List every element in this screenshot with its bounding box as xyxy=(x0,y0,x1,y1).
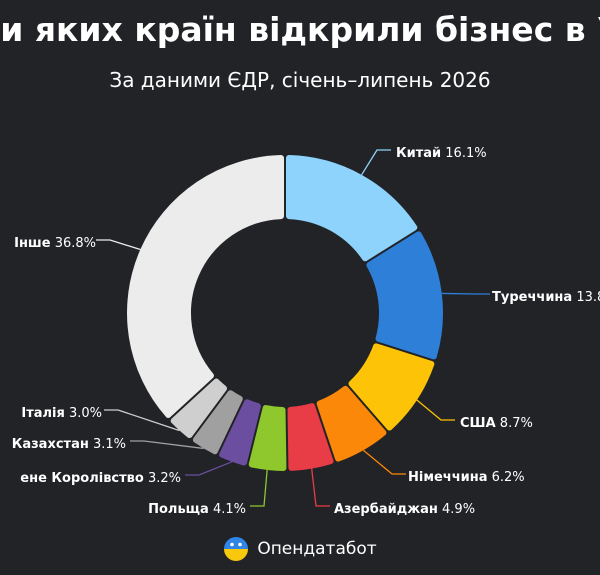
leader-line-0 xyxy=(361,149,391,176)
leader-line-4 xyxy=(311,468,330,507)
leader-line-5 xyxy=(250,469,268,507)
slice-7 xyxy=(192,390,243,455)
leader-line-9 xyxy=(96,239,141,251)
slice-label-6: ене Королівство 3.2% xyxy=(20,471,181,486)
slice-label-name: Польща xyxy=(148,502,209,517)
slice-3 xyxy=(316,385,387,462)
slice-label-8: Італія 3.0% xyxy=(21,406,102,421)
slice-8 xyxy=(170,378,228,439)
slice-label-4: Азербайджан 4.9% xyxy=(334,502,475,517)
slice-5 xyxy=(248,405,287,471)
slice-label-0: Китай 16.1% xyxy=(396,146,487,161)
leader-line-6 xyxy=(185,461,233,476)
slice-label-value: 3.2% xyxy=(144,471,181,486)
slice-label-name: Італія xyxy=(21,406,64,421)
slice-label-1: Туреччина 13.8% xyxy=(492,290,600,305)
slice-label-value: 3.0% xyxy=(65,406,102,421)
leader-line-7 xyxy=(130,440,204,450)
slice-1 xyxy=(366,231,443,360)
slice-label-value: 8.7% xyxy=(496,416,533,431)
slice-label-name: Інше xyxy=(14,236,51,251)
slice-label-value: 13.8% xyxy=(572,290,600,305)
slice-label-name: США xyxy=(460,416,496,431)
slice-label-3: Німеччина 6.2% xyxy=(408,470,525,485)
slice-label-value: 3.1% xyxy=(89,437,126,452)
slice-label-name: Азербайджан xyxy=(334,502,438,517)
leader-line-1 xyxy=(441,292,490,295)
slice-label-7: Казахстан 3.1% xyxy=(12,437,126,452)
slice-label-value: 16.1% xyxy=(441,146,486,161)
slice-label-value: 4.9% xyxy=(438,502,475,517)
chart-title: ни яких країн відкрили бізнес в У xyxy=(0,10,600,49)
footer: Опендатабот xyxy=(0,536,600,562)
slice-label-value: 6.2% xyxy=(488,470,525,485)
leader-line-8 xyxy=(104,409,180,432)
slice-label-name: Китай xyxy=(396,146,441,161)
slice-2 xyxy=(348,343,435,431)
slice-label-name: Німеччина xyxy=(408,470,488,485)
slice-label-9: Інше 36.8% xyxy=(14,236,96,251)
slice-label-name: Туреччина xyxy=(492,290,572,305)
brand-name: Опендатабот xyxy=(257,539,377,559)
slice-label-name: ене Королівство xyxy=(20,471,144,486)
opendatabot-logo-icon xyxy=(224,537,249,561)
slice-0 xyxy=(285,155,418,262)
slice-label-value: 4.1% xyxy=(209,502,246,517)
leader-line-3 xyxy=(362,449,406,475)
leader-line-2 xyxy=(416,399,455,421)
slice-label-2: США 8.7% xyxy=(460,416,533,431)
slice-label-name: Казахстан xyxy=(12,437,89,452)
slice-label-value: 36.8% xyxy=(51,236,96,251)
slice-9 xyxy=(127,155,285,418)
slice-6 xyxy=(219,399,261,466)
slice-label-5: Польща 4.1% xyxy=(148,502,246,517)
slice-4 xyxy=(287,403,334,471)
chart-subtitle: За даними ЄДР, січень–липень 2026 xyxy=(109,68,491,92)
